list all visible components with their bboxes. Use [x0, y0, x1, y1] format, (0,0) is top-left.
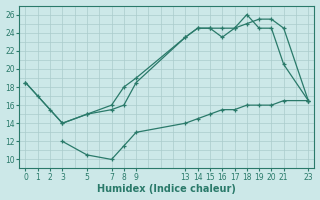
X-axis label: Humidex (Indice chaleur): Humidex (Indice chaleur) [98, 184, 236, 194]
